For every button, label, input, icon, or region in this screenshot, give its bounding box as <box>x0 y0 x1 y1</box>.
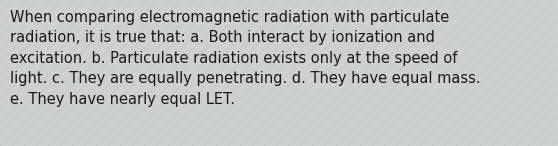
Text: When comparing electromagnetic radiation with particulate
radiation, it is true : When comparing electromagnetic radiation… <box>10 10 480 107</box>
